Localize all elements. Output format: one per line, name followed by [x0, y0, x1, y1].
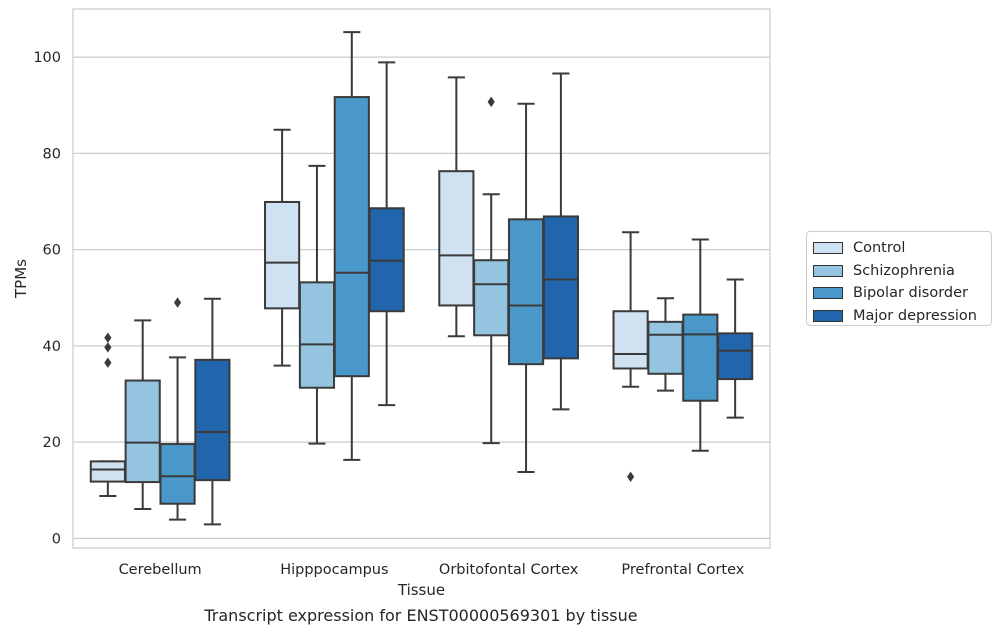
outlier-point — [173, 297, 182, 308]
box-control — [438, 76, 475, 338]
box-major-depression — [717, 278, 754, 419]
y-tick-label: 80 — [43, 146, 61, 162]
legend-label: Bipolar disorder — [853, 285, 968, 302]
y-tick-label: 40 — [43, 339, 61, 355]
x-tick-labels: Cerebellum Hipppocampus Orbitofontal Corte… — [119, 562, 745, 578]
legend-label: Major depression — [853, 307, 977, 324]
box-major-depression — [542, 72, 579, 411]
box-body — [612, 310, 649, 370]
outlier-point — [487, 96, 495, 108]
x-tick-label: Hipppocampus — [280, 562, 388, 578]
plot-area-frame — [72, 8, 771, 549]
box-control — [264, 128, 301, 367]
box-schizophrenia — [124, 319, 161, 511]
gridlines — [73, 56, 770, 539]
box-body — [682, 313, 719, 402]
legend-item: Schizophrenia — [813, 260, 991, 283]
x-tick-label: Orbitofontal Cortex — [439, 562, 579, 578]
box-body — [89, 460, 126, 483]
box-series — [89, 31, 754, 526]
box-body — [264, 200, 301, 310]
box-body — [507, 218, 545, 366]
outlier-point — [104, 332, 112, 343]
box-body — [647, 320, 684, 375]
legend-item: Bipolar disorder — [813, 282, 991, 305]
chart-caption: Transcript expression for ENST0000056930… — [204, 606, 638, 625]
outlier-point — [627, 471, 635, 482]
y-tick-labels: 0 20 40 60 80 100 — [33, 50, 61, 547]
box-bipolar-disorder — [159, 297, 196, 521]
legend: Control Schizophrenia Bipolar disorder Majo… — [806, 231, 992, 326]
x-tick-label: Cerebellum — [119, 562, 202, 578]
box-body — [124, 379, 161, 484]
box-schizophrenia — [647, 297, 684, 392]
legend-swatch — [813, 242, 843, 255]
box-body — [542, 215, 579, 360]
box-body — [159, 443, 196, 505]
box-control — [612, 231, 649, 482]
x-tick-label: Prefrontal Cortex — [621, 562, 744, 578]
x-axis-label: Tissue — [397, 581, 445, 599]
y-axis-label: TPMs — [12, 259, 30, 299]
legend-item: Control — [813, 237, 991, 260]
box-bipolar-disorder — [507, 102, 545, 473]
box-control — [89, 332, 126, 498]
legend-label: Control — [853, 240, 906, 257]
y-tick-label: 60 — [43, 243, 61, 259]
box-major-depression — [194, 297, 231, 526]
y-tick-label: 0 — [52, 531, 61, 547]
legend-swatch — [813, 287, 843, 300]
box-body — [194, 358, 231, 482]
legend-swatch — [813, 264, 843, 277]
outlier-point — [104, 342, 112, 353]
box-bipolar-disorder — [682, 238, 719, 452]
box-major-depression — [368, 61, 405, 407]
box-bipolar-disorder — [333, 31, 370, 461]
y-tick-label: 20 — [43, 435, 61, 451]
box-body — [298, 281, 336, 389]
legend-label: Schizophrenia — [853, 262, 955, 279]
outlier-point — [104, 357, 112, 368]
legend-item: Major depression — [813, 305, 991, 328]
box-body — [473, 259, 510, 337]
box-body — [717, 332, 754, 381]
y-tick-label: 100 — [33, 50, 61, 66]
box-body — [333, 96, 370, 378]
box-body — [438, 170, 475, 307]
box-schizophrenia — [473, 96, 510, 445]
box-schizophrenia — [298, 164, 336, 445]
legend-swatch — [813, 309, 843, 322]
